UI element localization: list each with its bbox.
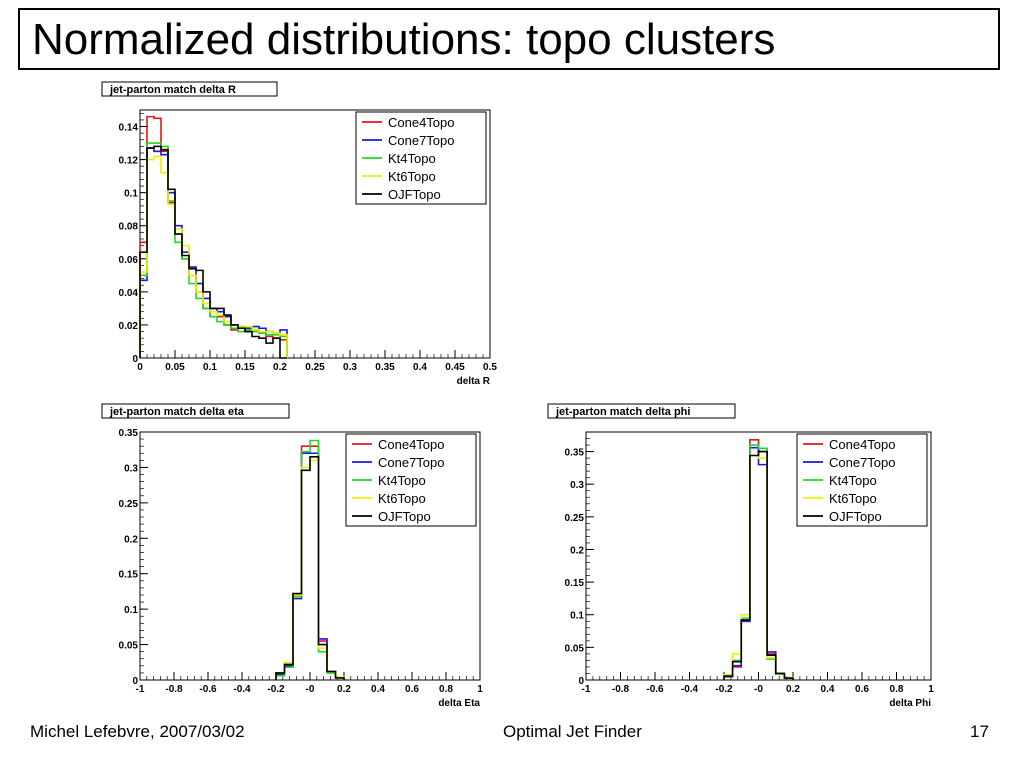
footer-presentation-title: Optimal Jet Finder xyxy=(503,722,642,741)
chart-delta-phi: jet-parton match delta phi 0 0.05 0.1 0.15 0.… xyxy=(546,402,946,717)
series-ojftopo xyxy=(723,450,794,680)
x-tick-label-0-8: -0.8 xyxy=(165,684,183,695)
x-tick-label-0-2: 0.2 xyxy=(273,362,287,373)
chart-delta-eta: jet-parton match delta eta 0 0.05 0.1 0.15 0.… xyxy=(100,402,500,717)
y-tick-label-0-04: 0.04 xyxy=(119,288,139,299)
x-tick-label-0-1: 0.1 xyxy=(203,362,217,373)
x-tick-label-0-6: 0.6 xyxy=(855,684,869,695)
series-ojftopo xyxy=(139,145,287,359)
y-tick-label-0-25: 0.25 xyxy=(119,499,139,510)
x-tick-label-0-25: 0.25 xyxy=(305,362,325,373)
x-tick-label-0-8: 0.8 xyxy=(439,684,453,695)
x-tick-label-0: 0 xyxy=(137,362,143,373)
y-tick-label-0-3: 0.3 xyxy=(124,463,138,474)
x-tick-label-0-6: 0.6 xyxy=(405,684,419,695)
x-tick-label-1: -1 xyxy=(136,684,145,695)
x-tick-label-0-6: -0.6 xyxy=(199,684,217,695)
legend-label-kt4topo: Kt4Topo xyxy=(388,151,436,166)
y-tick-label-0: 0 xyxy=(132,354,138,365)
legend-label-ojftopo: OJFTopo xyxy=(378,509,431,524)
footer-author-date: Michel Lefebvre, 2007/03/02 xyxy=(30,722,245,741)
x-tick-label-0-4: -0.4 xyxy=(681,684,699,695)
x-tick-label-0-8: -0.8 xyxy=(612,684,630,695)
chart-title-box xyxy=(101,81,278,97)
y-tick-label-0-25: 0.25 xyxy=(565,513,585,524)
legend-label-cone4topo: Cone4Topo xyxy=(378,437,445,452)
x-tick-label-0-8: 0.8 xyxy=(890,684,904,695)
legend-label-kt6topo: Kt6Topo xyxy=(829,491,877,506)
y-tick-label-0: 0 xyxy=(578,676,584,687)
x-tick-label-1: -1 xyxy=(582,684,591,695)
legend-label-ojftopo: OJFTopo xyxy=(829,509,882,524)
y-tick-label-0-05: 0.05 xyxy=(565,643,585,654)
series-ojftopo xyxy=(275,456,345,680)
x-tick-label-0-2: -0.2 xyxy=(267,684,285,695)
x-tick-label-0-6: -0.6 xyxy=(646,684,664,695)
legend-label-kt4topo: Kt4Topo xyxy=(378,473,426,488)
chart-delta-phi-svg: jet-parton match delta phi 0 0.05 0.1 0.15 0.… xyxy=(547,403,934,709)
x-tick-label-1: 1 xyxy=(928,684,934,695)
x-tick-label-0: -0 xyxy=(306,684,315,695)
legend-label-cone7topo: Cone7Topo xyxy=(829,455,896,470)
x-tick-label-0-45: 0.45 xyxy=(445,362,465,373)
x-tick-label-0-2: 0.2 xyxy=(786,684,800,695)
y-tick-label-0-08: 0.08 xyxy=(119,222,139,233)
slide-title-text: Normalized distributions: topo clusters xyxy=(32,15,776,64)
chart-delta-r-svg: jet-parton match delta R 0 0.02 0.04 0.06 0.0… xyxy=(101,81,497,387)
legend-label-ojftopo: OJFTopo xyxy=(388,187,441,202)
y-tick-label-0-2: 0.2 xyxy=(124,534,138,545)
y-tick-label-0: 0 xyxy=(132,676,138,687)
y-tick-label-0-05: 0.05 xyxy=(119,641,139,652)
legend-label-cone4topo: Cone4Topo xyxy=(388,115,455,130)
y-tick-label-0-3: 0.3 xyxy=(570,480,584,491)
x-axis-label: delta Phi xyxy=(889,698,931,709)
legend-label-cone4topo: Cone4Topo xyxy=(829,437,896,452)
series-kt4topo xyxy=(139,142,288,358)
y-tick-label-0-15: 0.15 xyxy=(119,570,139,581)
y-tick-label-0-2: 0.2 xyxy=(570,545,584,556)
x-tick-label-0-15: 0.15 xyxy=(235,362,255,373)
legend-label-cone7topo: Cone7Topo xyxy=(378,455,445,470)
x-tick-label-0-4: 0.4 xyxy=(413,362,427,373)
chart-title: jet-parton match delta R xyxy=(109,84,236,96)
legend-box xyxy=(796,433,928,527)
x-tick-label-0-3: 0.3 xyxy=(343,362,357,373)
chart-title: jet-parton match delta eta xyxy=(109,406,245,418)
x-tick-label-0-4: 0.4 xyxy=(371,684,385,695)
legend-label-kt6topo: Kt6Topo xyxy=(388,169,436,184)
chart-title: jet-parton match delta phi xyxy=(555,406,690,418)
x-tick-label-0: -0 xyxy=(754,684,763,695)
x-tick-label-0-2: -0.2 xyxy=(715,684,733,695)
y-tick-label-0-1: 0.1 xyxy=(124,605,138,616)
page-number: 17 xyxy=(970,722,989,741)
y-tick-label-0-15: 0.15 xyxy=(565,578,585,589)
y-tick-label-0-06: 0.06 xyxy=(119,255,139,266)
x-tick-label-0-2: 0.2 xyxy=(337,684,351,695)
legend-label-kt6topo: Kt6Topo xyxy=(378,491,426,506)
legend-label-cone7topo: Cone7Topo xyxy=(388,133,455,148)
x-tick-label-0-35: 0.35 xyxy=(375,362,395,373)
chart-title-box xyxy=(101,403,290,419)
x-tick-label-0-5: 0.5 xyxy=(483,362,497,373)
y-tick-label-0-14: 0.14 xyxy=(119,123,139,134)
y-tick-label-0-1: 0.1 xyxy=(570,611,584,622)
legend-label-kt4topo: Kt4Topo xyxy=(829,473,877,488)
x-tick-label-0-4: 0.4 xyxy=(821,684,835,695)
x-tick-label-0-05: 0.05 xyxy=(165,362,185,373)
y-tick-label-0-1: 0.1 xyxy=(124,189,138,200)
x-axis-label: delta R xyxy=(457,376,491,387)
y-tick-label-0-35: 0.35 xyxy=(119,428,139,439)
y-tick-label-0-12: 0.12 xyxy=(119,156,139,167)
y-tick-label-0-35: 0.35 xyxy=(565,448,585,459)
y-tick-label-0-02: 0.02 xyxy=(119,321,139,332)
x-tick-label-0-4: -0.4 xyxy=(233,684,251,695)
chart-delta-eta-svg: jet-parton match delta eta 0 0.05 0.1 0.15 0.… xyxy=(101,403,483,709)
slide-title: Normalized distributions: topo clusters xyxy=(18,8,1000,70)
x-tick-label-1: 1 xyxy=(477,684,483,695)
chart-delta-r: jet-parton match delta R 0 0.02 0.04 0.06 0.0… xyxy=(100,80,500,395)
x-axis-label: delta Eta xyxy=(438,698,480,709)
chart-title-box xyxy=(547,403,736,419)
